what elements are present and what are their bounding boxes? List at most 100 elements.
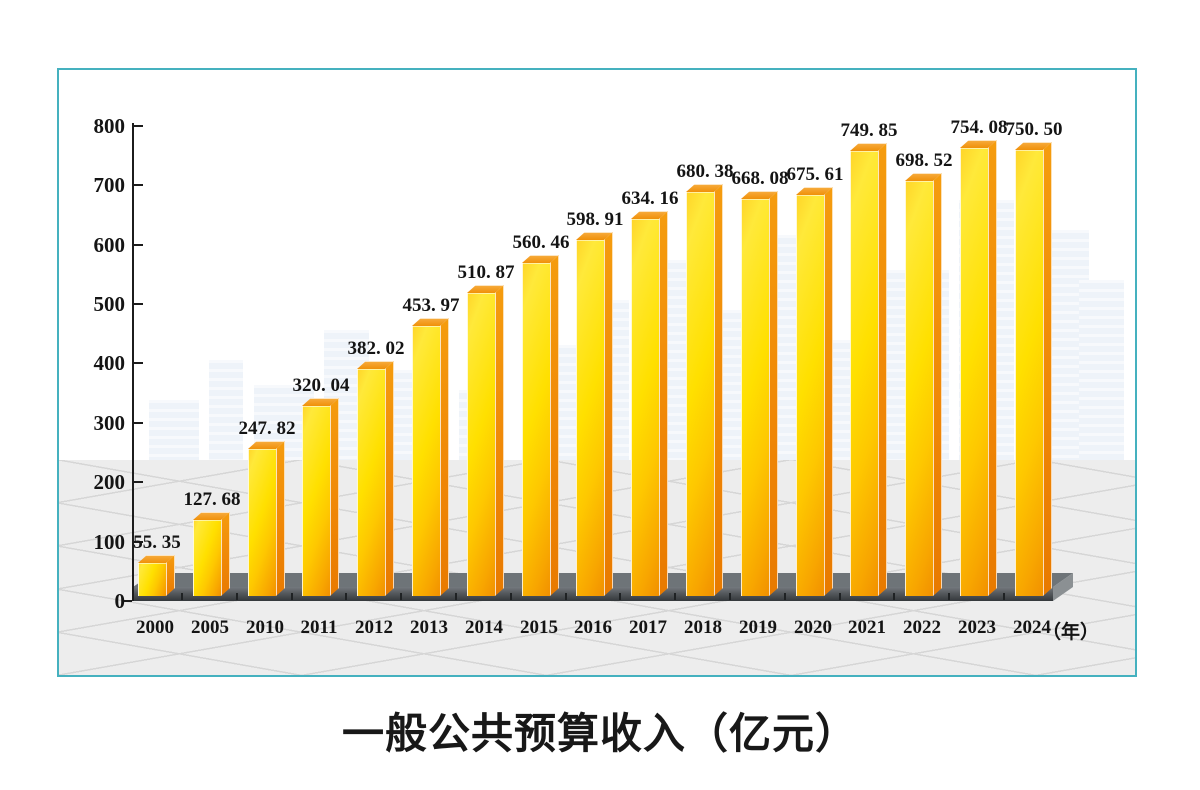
chart-panel: 0 100 200 300 400 500 600 700 800 55. 35 2000 127.… xyxy=(57,68,1137,677)
bar-value-label: 598. 91 xyxy=(566,209,624,230)
bar-value-label: 247. 82 xyxy=(238,418,296,439)
building-silhouette xyxy=(149,400,199,460)
bar-side-face xyxy=(988,140,997,596)
bar xyxy=(138,563,166,596)
bar-side-face xyxy=(495,285,504,596)
x-axis-tick xyxy=(400,593,402,600)
bar-side-face xyxy=(440,318,449,596)
bar xyxy=(193,520,221,596)
x-axis-tick xyxy=(674,593,676,600)
bar-value-label: 675. 61 xyxy=(786,164,844,185)
bar xyxy=(522,263,550,596)
y-axis-tick xyxy=(123,600,132,602)
bar-top-face xyxy=(522,255,559,263)
bar-side-face xyxy=(550,255,559,596)
x-axis-tick xyxy=(893,593,895,600)
y-axis-tick xyxy=(134,125,143,127)
bar-side-face xyxy=(878,143,887,596)
y-axis-label: 100 xyxy=(93,530,126,554)
bar xyxy=(357,369,385,596)
x-axis-tick xyxy=(839,593,841,600)
x-axis-tick xyxy=(948,593,950,600)
bar-side-face xyxy=(824,187,833,596)
bar-side-face xyxy=(933,173,942,596)
x-axis-tick xyxy=(510,593,512,600)
bar-top-face xyxy=(412,318,449,326)
x-axis-tick xyxy=(1003,593,1005,600)
bar-top-face xyxy=(357,361,394,369)
bar-side-face xyxy=(166,555,175,596)
bar-top-face xyxy=(576,232,613,240)
x-axis-tick xyxy=(291,593,293,600)
bar-value-label: 668. 08 xyxy=(731,168,789,189)
x-axis-category-label: 2005 xyxy=(191,617,229,638)
x-axis-category-label: 2019 xyxy=(739,617,777,638)
bar-top-face xyxy=(741,191,778,199)
y-axis-label: 600 xyxy=(93,233,126,257)
y-axis-label: 500 xyxy=(93,292,126,316)
bar xyxy=(796,195,824,596)
x-axis-tick xyxy=(619,593,621,600)
y-axis-line xyxy=(132,123,134,601)
y-axis-tick xyxy=(134,244,143,246)
bar-top-face xyxy=(467,285,504,293)
bar xyxy=(576,240,604,596)
x-axis-category-label: 2021 xyxy=(848,617,886,638)
y-axis-tick xyxy=(134,541,143,543)
bar xyxy=(412,326,440,596)
y-axis-label: 0 xyxy=(114,589,126,613)
x-axis-category-label: 2011 xyxy=(300,617,338,638)
bar-side-face xyxy=(276,441,285,596)
x-axis-tick xyxy=(181,593,183,600)
bar xyxy=(850,151,878,596)
bar-value-label: 382. 02 xyxy=(347,338,405,359)
bar-side-face xyxy=(769,191,778,596)
y-axis-label: 400 xyxy=(93,351,126,375)
bar-side-face xyxy=(385,361,394,596)
bar-value-label: 55. 35 xyxy=(133,532,181,553)
x-axis-category-label: 2016 xyxy=(574,617,612,638)
bar-value-label: 634. 16 xyxy=(621,188,679,209)
bar-top-face xyxy=(850,143,887,151)
bar-top-face xyxy=(686,184,723,192)
bar xyxy=(1015,150,1043,596)
bar-top-face xyxy=(796,187,833,195)
bar-value-label: 750. 50 xyxy=(1005,119,1063,140)
bar xyxy=(248,449,276,596)
x-axis-category-label: 2000 xyxy=(136,617,174,638)
bar-top-face xyxy=(302,398,339,406)
bar-top-face xyxy=(905,173,942,181)
x-axis-tick xyxy=(784,593,786,600)
x-axis-unit-label: （年） xyxy=(1042,622,1100,643)
x-axis-category-label: 2023 xyxy=(958,617,996,638)
building-silhouette xyxy=(1079,280,1124,460)
x-axis-tick xyxy=(455,593,457,600)
x-axis-category-label: 2012 xyxy=(355,617,393,638)
x-axis-category-label: 2020 xyxy=(794,617,832,638)
bar-side-face xyxy=(1043,142,1052,596)
bar-value-label: 127. 68 xyxy=(183,489,241,510)
bar xyxy=(905,181,933,596)
x-axis-category-label: 2017 xyxy=(629,617,667,638)
x-axis-tick xyxy=(565,593,567,600)
y-axis-tick xyxy=(134,362,143,364)
bar-top-face xyxy=(960,140,997,148)
bar xyxy=(960,148,988,596)
x-axis-category-label: 2013 xyxy=(410,617,448,638)
bar-top-face xyxy=(248,441,285,449)
bar-value-label: 510. 87 xyxy=(457,262,515,283)
bar-value-label: 560. 46 xyxy=(512,232,570,253)
bar-value-label: 320. 04 xyxy=(292,375,350,396)
bar-value-label: 453. 97 xyxy=(402,295,460,316)
x-axis-category-label: 2010 xyxy=(246,617,284,638)
bar xyxy=(741,199,769,596)
chart-title: 一般公共预算收入（亿元） xyxy=(341,710,858,757)
x-axis-category-label: 2018 xyxy=(684,617,722,638)
x-axis-tick xyxy=(345,593,347,600)
bar-side-face xyxy=(714,184,723,596)
bar-side-face xyxy=(330,398,339,596)
bar-side-face xyxy=(659,211,668,596)
bar-side-face xyxy=(221,512,230,596)
bar-top-face xyxy=(631,211,668,219)
